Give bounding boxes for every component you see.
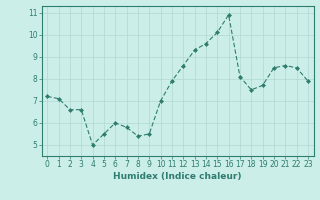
X-axis label: Humidex (Indice chaleur): Humidex (Indice chaleur) — [113, 172, 242, 181]
